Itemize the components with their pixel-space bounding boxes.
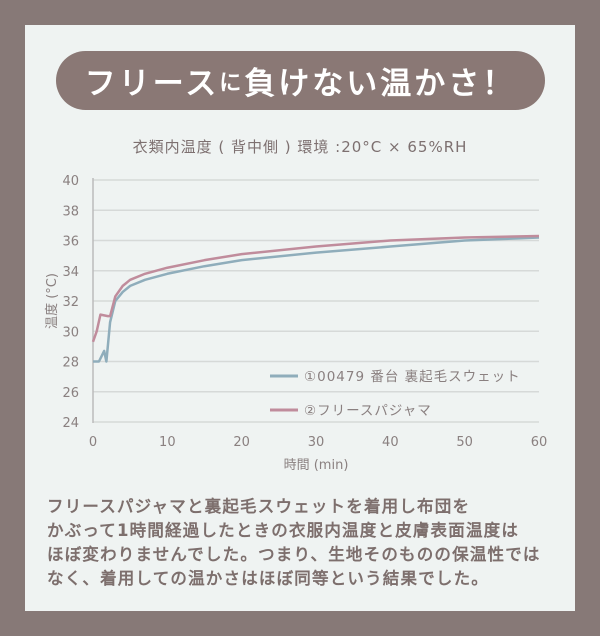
series-line-1 xyxy=(93,236,540,363)
description: フリースパジャマと裏起毛スウェットを着用し布団を かぶって1時間経過したときの衣… xyxy=(47,495,541,591)
y-tick-label: 24 xyxy=(62,416,79,431)
grid xyxy=(93,179,539,423)
y-tick-label: 40 xyxy=(62,174,79,189)
y-axis-label: 温度 (°C) xyxy=(44,273,60,329)
headline-part1: フリース xyxy=(84,66,220,102)
y-tick-label: 28 xyxy=(62,356,79,371)
x-tick-labels: 0 10 20 30 40 50 60 xyxy=(89,435,547,450)
y-tick-label: 26 xyxy=(62,386,79,401)
x-tick-label: 10 xyxy=(159,435,176,450)
y-tick-label: 30 xyxy=(62,325,79,340)
content-panel xyxy=(25,25,575,611)
x-tick-label: 30 xyxy=(308,435,325,450)
description-line: かぶって1時間経過したときの衣服内温度と皮膚表面温度は xyxy=(47,521,520,540)
x-tick-label: 20 xyxy=(233,435,250,450)
y-tick-label: 32 xyxy=(62,295,79,310)
y-tick-label: 34 xyxy=(62,265,79,280)
legend-label-1: ①00479 番台 裏起毛スウェット xyxy=(304,369,521,385)
x-tick-label: 0 xyxy=(89,435,97,450)
description-line: ほぼ変わりませんでした。つまり、生地そのものの保温性では xyxy=(47,545,541,564)
legend: ①00479 番台 裏起毛スウェット ②フリースパジャマ xyxy=(270,369,521,419)
x-tick-label: 60 xyxy=(531,435,548,450)
series-line-2 xyxy=(91,234,540,343)
y-tick-label: 36 xyxy=(62,235,79,250)
description-line: なく、着用しての温かさはほぼ同等という結果でした。 xyxy=(47,569,490,588)
y-tick-label: 38 xyxy=(62,204,79,219)
headline-banner: フリース に 負けない温かさ！ xyxy=(56,51,545,110)
x-tick-label: 50 xyxy=(456,435,473,450)
headline-part2: に xyxy=(219,70,245,96)
description-line: フリースパジャマと裏起毛スウェットを着用し布団を xyxy=(47,497,471,516)
x-axis-label: 時間 (min) xyxy=(284,458,349,473)
y-tick-labels: 24 26 28 30 32 34 36 38 40 xyxy=(62,174,79,431)
x-tick-label: 40 xyxy=(382,435,399,450)
chart-title: 衣類内温度 ( 背中側 ) 環境 :20°C × 65%RH xyxy=(132,138,468,156)
legend-label-2: ②フリースパジャマ xyxy=(304,403,432,419)
headline-part3: 負けない温かさ！ xyxy=(244,66,517,102)
series-lines xyxy=(91,234,540,363)
